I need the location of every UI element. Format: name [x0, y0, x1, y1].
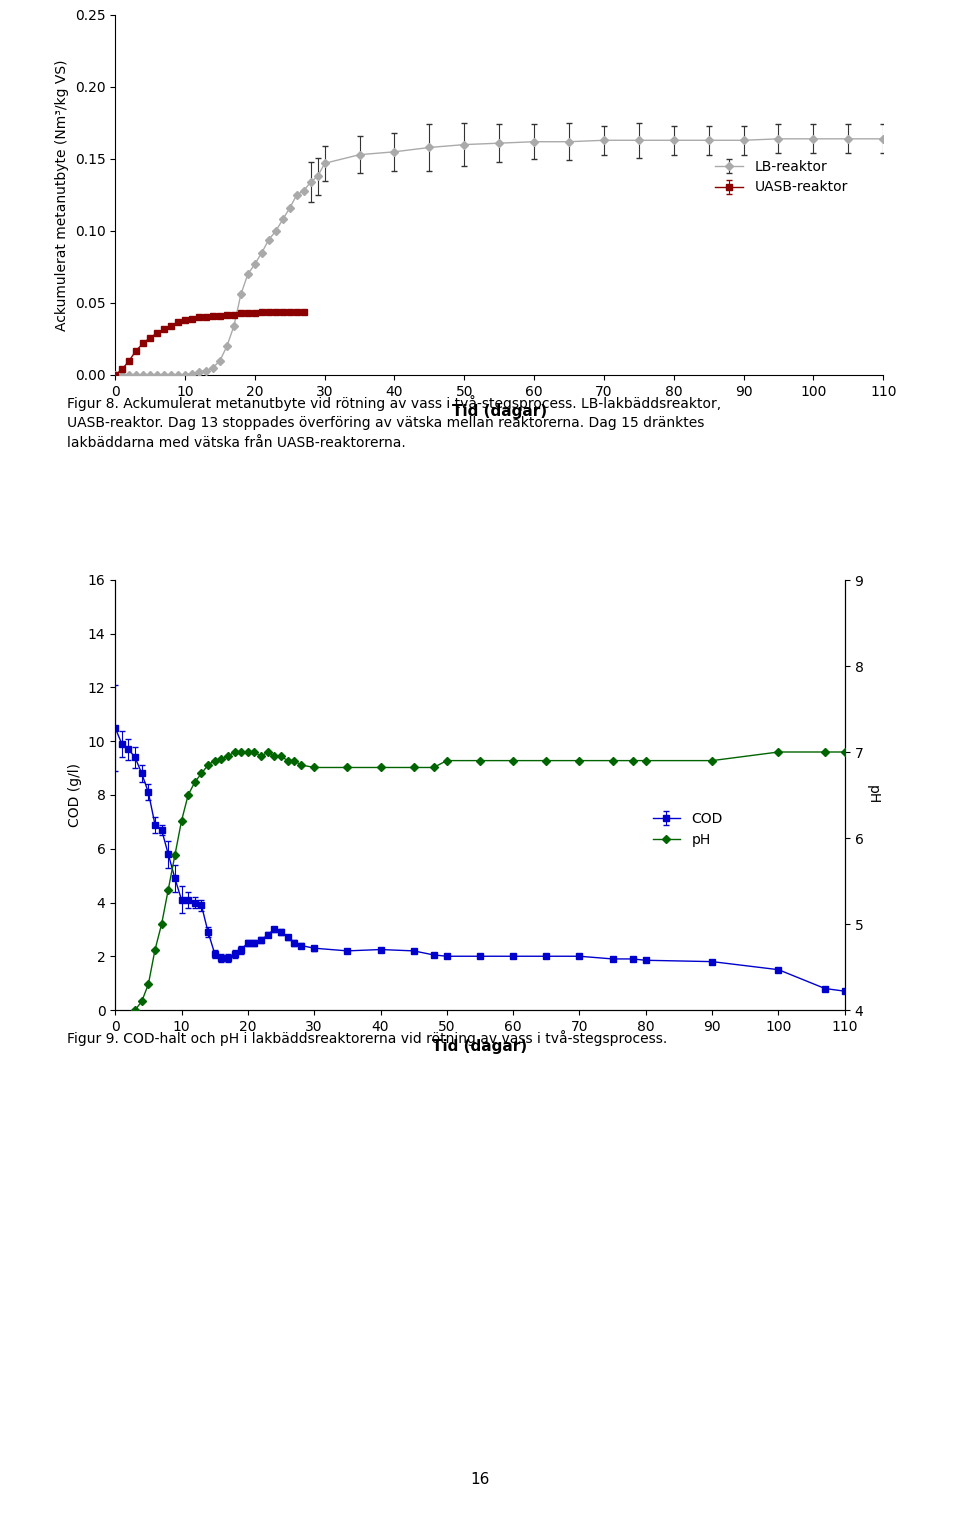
pH: [203, 755, 214, 774]
pH: [196, 765, 207, 783]
pH: [295, 755, 306, 774]
pH: [255, 748, 267, 766]
pH: [130, 1001, 141, 1019]
X-axis label: Tid (dagar): Tid (dagar): [432, 1039, 528, 1054]
Legend: LB-reaktor, UASB-reaktor: LB-reaktor, UASB-reaktor: [709, 153, 853, 200]
pH: [149, 941, 160, 959]
pH: [189, 774, 201, 792]
Y-axis label: Ackumulerat metanutbyte (Nm³/kg VS): Ackumulerat metanutbyte (Nm³/kg VS): [55, 59, 69, 331]
pH: [249, 743, 260, 762]
pH: [269, 748, 280, 766]
pH: [123, 1009, 134, 1027]
pH: [640, 751, 652, 769]
pH: [428, 758, 440, 777]
pH: [216, 749, 228, 768]
pH: [235, 743, 247, 762]
pH: [109, 1018, 121, 1036]
pH: [182, 786, 194, 804]
Text: Figur 8. Ackumulerat metanutbyte vid rötning av vass i två-stegsprocess. LB-lakb: Figur 8. Ackumulerat metanutbyte vid röt…: [67, 394, 721, 451]
pH: [540, 751, 552, 769]
pH: [222, 748, 233, 766]
Legend: COD, pH: COD, pH: [647, 807, 729, 853]
pH: [574, 751, 586, 769]
pH: [242, 743, 253, 762]
pH: [162, 880, 174, 898]
pH: [176, 812, 187, 830]
pH: [156, 915, 167, 933]
pH: [228, 743, 240, 762]
pH: [508, 751, 519, 769]
pH: [607, 751, 618, 769]
pH: [209, 751, 221, 769]
pH: [839, 743, 851, 762]
Y-axis label: pH: pH: [866, 786, 880, 804]
pH: [143, 975, 155, 994]
pH: [289, 751, 300, 769]
X-axis label: Tid (dagar): Tid (dagar): [451, 404, 547, 419]
pH: [276, 748, 287, 766]
pH: [136, 992, 148, 1010]
pH: [627, 751, 638, 769]
pH: [707, 751, 718, 769]
Text: Figur 9. COD-halt och pH i lakbäddsreaktorerna vid rötning av vass i två-stegspr: Figur 9. COD-halt och pH i lakbäddsreakt…: [67, 1030, 667, 1045]
pH: [262, 743, 274, 762]
pH: [474, 751, 486, 769]
Line: pH: pH: [112, 749, 848, 1030]
pH: [342, 758, 353, 777]
pH: [408, 758, 420, 777]
pH: [773, 743, 784, 762]
pH: [819, 743, 830, 762]
Text: 16: 16: [470, 1471, 490, 1487]
pH: [116, 1013, 128, 1032]
pH: [282, 751, 294, 769]
Y-axis label: COD (g/l): COD (g/l): [68, 763, 83, 827]
pH: [441, 751, 452, 769]
pH: [308, 758, 320, 777]
pH: [374, 758, 386, 777]
pH: [169, 846, 180, 865]
